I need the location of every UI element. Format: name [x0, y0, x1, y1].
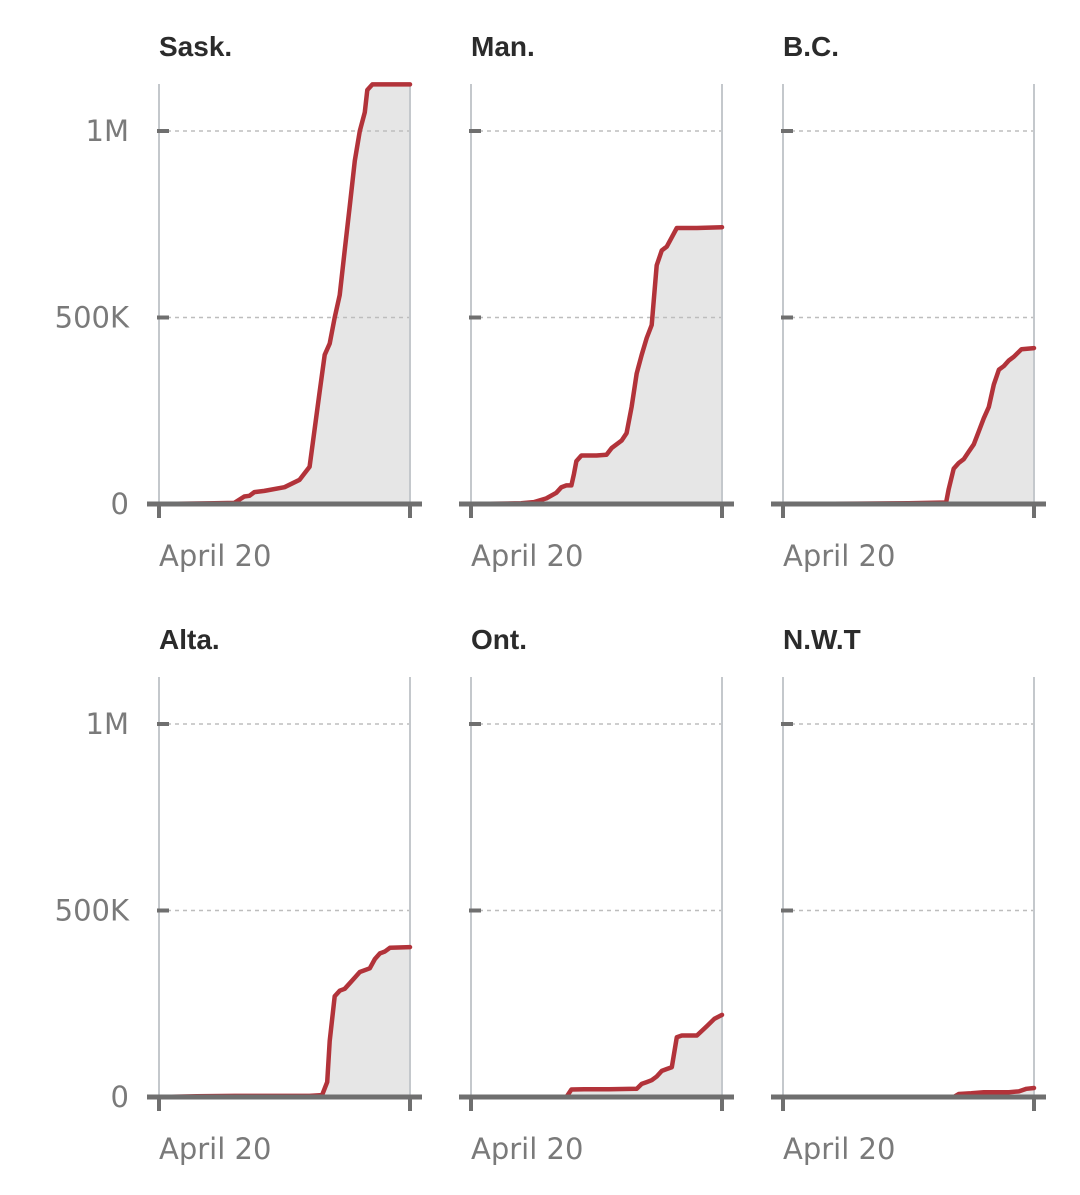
- y-tick-label: 500K: [55, 894, 130, 928]
- panel-title: B.C.: [783, 31, 839, 62]
- x-tick-label: April 20: [159, 1132, 271, 1166]
- y-tick-label: 1M: [86, 707, 129, 741]
- chart-panel: Ont. April 20: [459, 624, 734, 1166]
- panel-title: Man.: [471, 31, 535, 62]
- series-line: [468, 224, 725, 507]
- chart-panel: Man. April 20: [459, 31, 734, 573]
- series-area: [159, 84, 410, 505]
- chart-panel: Sask. 0 500K 1M April 20: [55, 31, 422, 573]
- series-line: [780, 345, 1037, 507]
- panel-title: Sask.: [159, 31, 232, 62]
- x-tick-label: April 20: [783, 539, 895, 573]
- y-tick-label: 500K: [55, 301, 130, 335]
- x-tick-label: April 20: [471, 1132, 583, 1166]
- series-line: [468, 1012, 725, 1100]
- y-tick-label: 1M: [86, 114, 129, 148]
- panel-title: Alta.: [159, 624, 220, 655]
- series-area: [471, 227, 722, 504]
- x-tick-label: April 20: [159, 539, 271, 573]
- series-area: [783, 348, 1034, 504]
- x-tick-label: April 20: [471, 539, 583, 573]
- chart-panel: N.W.T April 20: [771, 624, 1046, 1166]
- panel-title: N.W.T: [783, 624, 861, 655]
- chart-panel: Alta. 0 500K 1M April 20: [55, 624, 422, 1166]
- chart-panel: B.C. April 20: [771, 31, 1046, 573]
- y-tick-label: 0: [111, 487, 129, 521]
- y-tick-label: 0: [111, 1080, 129, 1114]
- panel-title: Ont.: [471, 624, 527, 655]
- x-tick-label: April 20: [783, 1132, 895, 1166]
- series-line: [156, 82, 413, 507]
- series-area: [471, 1014, 722, 1097]
- series-area: [159, 947, 410, 1097]
